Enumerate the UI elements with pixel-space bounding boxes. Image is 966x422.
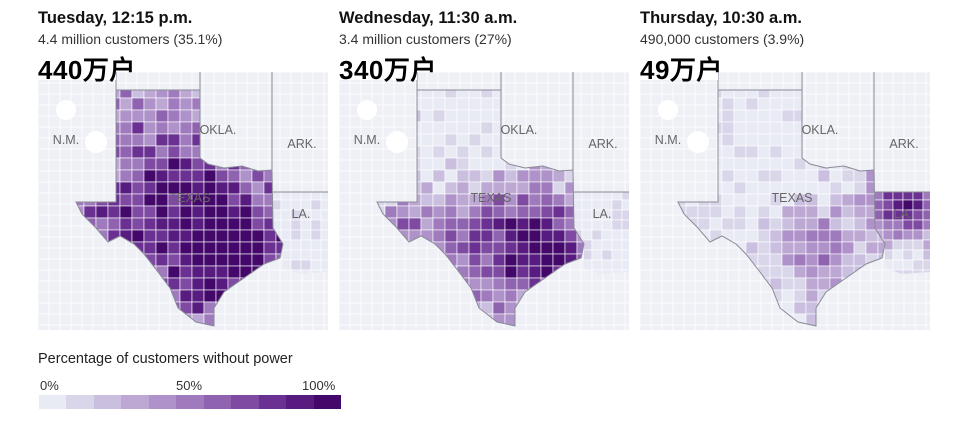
legend-swatch [66, 395, 94, 409]
panel-customer-count: 49万户 [640, 55, 723, 85]
state-label-nm: N.M. [655, 133, 681, 147]
state-label-nm: N.M. [53, 133, 79, 147]
state-label-la: LA. [894, 207, 913, 221]
legend-label-max: 100% [302, 378, 336, 393]
state-label-la: LA. [292, 207, 311, 221]
legend-swatch [258, 395, 287, 409]
legend-swatch [121, 395, 149, 409]
state-label-texas: TEXAS [471, 191, 512, 205]
legend-swatch [93, 395, 122, 409]
legend-swatch [176, 395, 204, 409]
panel-title: Thursday, 10:30 a.m. [640, 9, 803, 27]
state-label-nm: N.M. [354, 133, 380, 147]
panel-subtitle: 3.4 million customers (27%) [339, 31, 512, 47]
outage-map: N.M. OKLA. ARK. TEXAS LA. [38, 72, 328, 330]
legend-swatch [203, 395, 232, 409]
panel-title: Wednesday, 11:30 a.m. [339, 9, 518, 27]
legend-label-min: 0% [40, 378, 59, 393]
legend-title: Percentage of customers without power [38, 351, 293, 367]
legend-swatch [148, 395, 177, 409]
legend-swatch [313, 395, 341, 409]
state-label-okla: OKLA. [501, 123, 538, 137]
panel-customer-count: 440万户 [38, 55, 136, 85]
state-label-ark: ARK. [588, 137, 617, 151]
map-panel-thursday: Thursday, 10:30 a.m. 490,000 customers (… [640, 0, 940, 335]
legend-swatch [39, 395, 67, 409]
outage-map: N.M. OKLA. ARK. TEXAS LA. [640, 72, 930, 330]
state-label-texas: TEXAS [772, 191, 813, 205]
legend-swatch [286, 395, 314, 409]
legend-label-mid: 50% [176, 378, 203, 393]
state-label-okla: OKLA. [200, 123, 237, 137]
outage-map: N.M. OKLA. ARK. TEXAS LA. [339, 72, 629, 330]
panel-customer-count: 340万户 [339, 55, 437, 85]
state-label-okla: OKLA. [802, 123, 839, 137]
map-panel-wednesday: Wednesday, 11:30 a.m. 3.4 million custom… [339, 0, 639, 335]
state-label-ark: ARK. [889, 137, 918, 151]
state-label-texas: TEXAS [170, 191, 211, 205]
map-panel-tuesday: Tuesday, 12:15 p.m. 4.4 million customer… [38, 0, 338, 335]
legend-swatch [231, 395, 259, 409]
panel-subtitle: 4.4 million customers (35.1%) [38, 31, 223, 47]
panel-subtitle: 490,000 customers (3.9%) [640, 31, 805, 47]
state-label-la: LA. [593, 207, 612, 221]
panel-title: Tuesday, 12:15 p.m. [38, 9, 193, 27]
state-label-ark: ARK. [287, 137, 316, 151]
legend-color-scale [39, 395, 341, 409]
